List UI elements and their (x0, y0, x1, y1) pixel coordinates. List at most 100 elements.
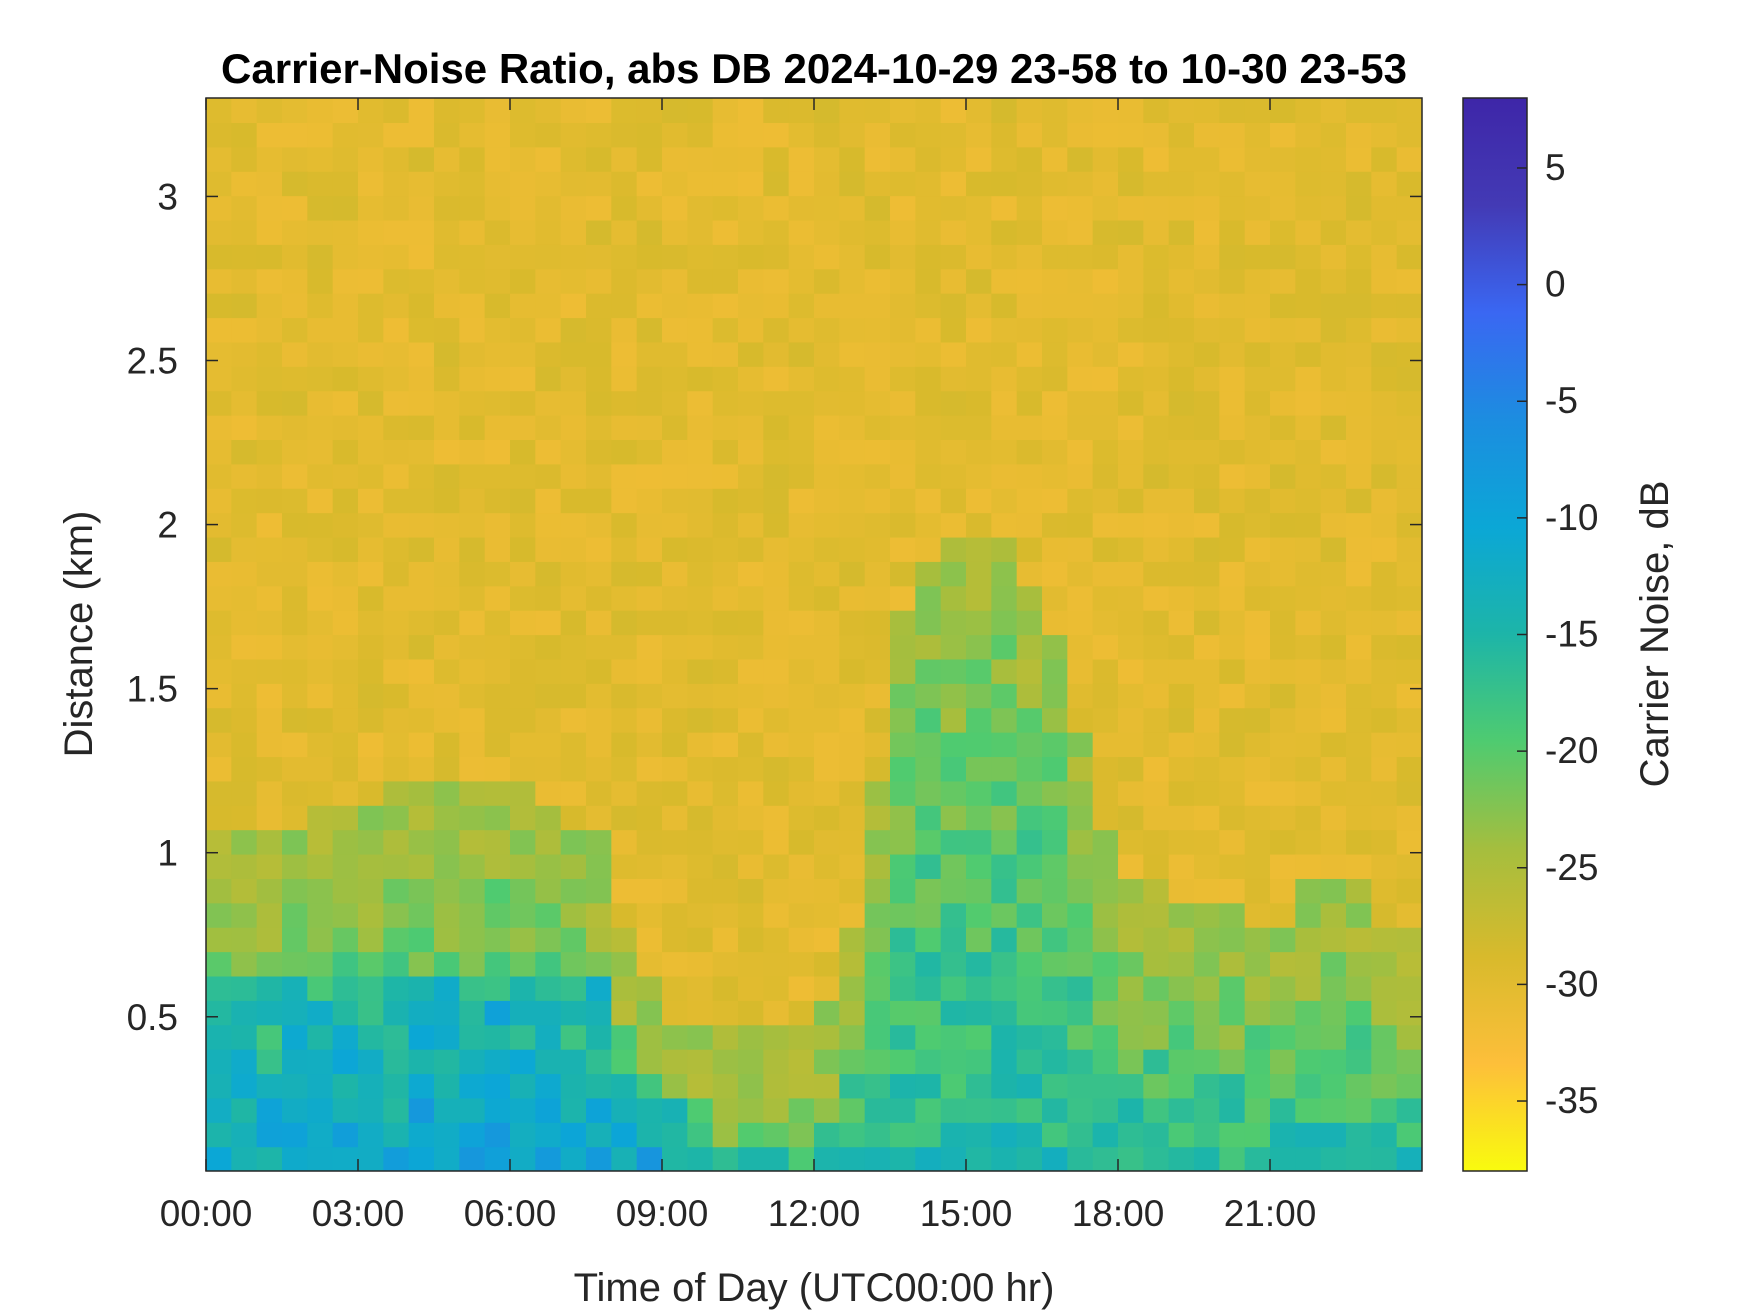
heatmap-cell (231, 902, 258, 928)
heatmap-cell (1371, 463, 1398, 489)
heatmap-cell (1168, 1049, 1195, 1075)
heatmap-cell (231, 878, 258, 904)
heatmap-cell (510, 122, 536, 148)
heatmap-cell (890, 902, 916, 928)
heatmap-cell (1168, 658, 1195, 684)
heatmap-cell (940, 1073, 967, 1099)
heatmap-cell (1194, 98, 1220, 123)
heatmap-cell (738, 1097, 764, 1123)
heatmap-cell (484, 1000, 511, 1026)
heatmap-cell (408, 463, 435, 489)
heatmap-cell (1244, 122, 1271, 148)
heatmap-cell (915, 98, 942, 123)
heatmap-cell (1143, 610, 1170, 636)
heatmap-cell (991, 683, 1018, 709)
heatmap-cell (966, 951, 992, 977)
heatmap-cell (1016, 463, 1043, 489)
heatmap-cell (256, 195, 283, 221)
heatmap-cell (256, 829, 283, 855)
heatmap-cell (814, 707, 840, 733)
heatmap-cell (1270, 1024, 1296, 1050)
heatmap-cell (662, 98, 688, 123)
heatmap-cell (358, 341, 384, 367)
heatmap-cell (687, 805, 714, 831)
heatmap-cell (535, 366, 562, 392)
heatmap-cell (282, 1000, 308, 1026)
heatmap-cell (332, 536, 359, 562)
heatmap-cell (1371, 366, 1398, 392)
heatmap-cell (1320, 902, 1347, 928)
heatmap-cell (434, 780, 460, 806)
heatmap-cell (1016, 756, 1043, 782)
heatmap-cell (358, 805, 384, 831)
heatmap-cell (687, 317, 714, 343)
heatmap-cell (586, 146, 612, 172)
heatmap-cell (1118, 512, 1144, 538)
heatmap-cell (1194, 317, 1220, 343)
heatmap-cell (434, 512, 460, 538)
heatmap-cell (231, 536, 258, 562)
heatmap-cell (864, 1146, 891, 1171)
heatmap-cell (383, 1000, 410, 1026)
heatmap-cell (1042, 1073, 1068, 1099)
heatmap-cell (662, 1097, 688, 1123)
heatmap-cell (1219, 707, 1246, 733)
heatmap-cell (1396, 561, 1422, 587)
heatmap-cell (1346, 1097, 1372, 1123)
heatmap-cell (1016, 732, 1043, 758)
heatmap-cell (712, 122, 739, 148)
heatmap-cell (864, 171, 891, 197)
heatmap-cell (206, 732, 232, 758)
heatmap-cell (864, 829, 891, 855)
heatmap-cell (1042, 634, 1068, 660)
heatmap-cell (738, 585, 764, 611)
heatmap-cell (611, 488, 638, 514)
heatmap-cell (687, 244, 714, 270)
heatmap-cell (586, 1024, 612, 1050)
heatmap-cell (1042, 366, 1068, 392)
heatmap-cell (358, 268, 384, 294)
heatmap-cell (966, 171, 992, 197)
heatmap-cell (940, 415, 967, 441)
heatmap-cell (256, 1000, 283, 1026)
heatmap-cell (864, 658, 891, 684)
heatmap-cell (358, 1000, 384, 1026)
heatmap-cell (687, 512, 714, 538)
heatmap-cell (206, 244, 232, 270)
heatmap-cell (1168, 293, 1195, 319)
heatmap-cell (1118, 1146, 1144, 1171)
heatmap-cell (814, 829, 840, 855)
heatmap-cell (434, 585, 460, 611)
heatmap-cell (1270, 732, 1296, 758)
heatmap-cell (383, 732, 410, 758)
heatmap-cell (1320, 122, 1347, 148)
heatmap-cell (358, 829, 384, 855)
heatmap-cell (332, 683, 359, 709)
heatmap-cell (662, 317, 688, 343)
heatmap-cell (738, 415, 764, 441)
heatmap-cell (1042, 268, 1068, 294)
heatmap-cell (864, 1097, 891, 1123)
heatmap-cell (991, 634, 1018, 660)
heatmap-cell (611, 293, 638, 319)
heatmap-cell (890, 1049, 916, 1075)
heatmap-cell (434, 268, 460, 294)
heatmap-cell (814, 683, 840, 709)
heatmap-cell (256, 1073, 283, 1099)
heatmap-cell (358, 878, 384, 904)
heatmap-cell (206, 171, 232, 197)
heatmap-cell (1371, 585, 1398, 611)
heatmap-cell (966, 488, 992, 514)
heatmap-cell (510, 561, 536, 587)
heatmap-cell (282, 146, 308, 172)
heatmap-cell (307, 732, 334, 758)
heatmap-cell (383, 805, 410, 831)
heatmap-cell (383, 415, 410, 441)
heatmap-cell (1396, 98, 1422, 123)
heatmap-cell (434, 171, 460, 197)
heatmap-cell (1168, 1146, 1195, 1171)
heatmap-cell (408, 634, 435, 660)
heatmap-cell (1219, 683, 1246, 709)
heatmap-cell (586, 1073, 612, 1099)
heatmap-cell (358, 951, 384, 977)
